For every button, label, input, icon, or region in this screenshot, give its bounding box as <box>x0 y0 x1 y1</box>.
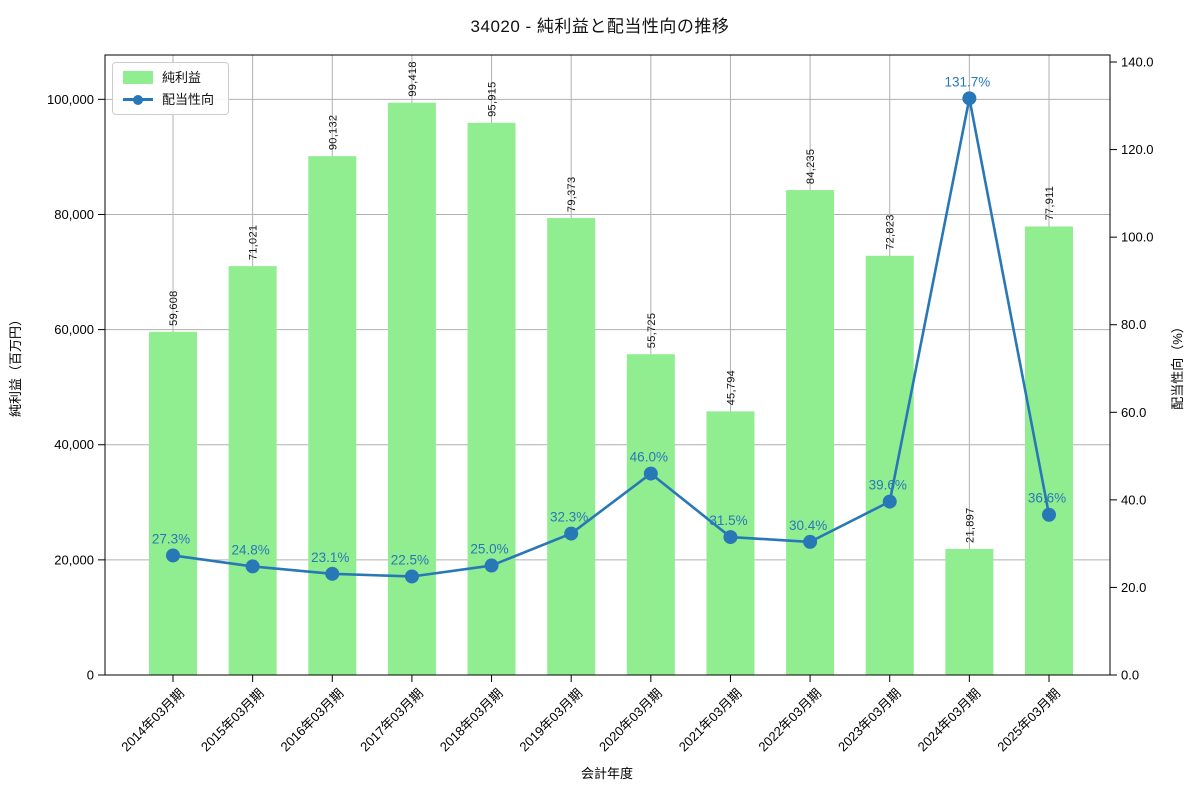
x-tick-label-8: 2022年03月期 <box>755 686 824 755</box>
left-tick-label-3: 60,000 <box>54 322 94 337</box>
legend-label-net-profit: 純利益 <box>162 70 202 85</box>
right-tick-label-5: 100.0 <box>1121 230 1154 245</box>
bar-value-label-9: 72,823 <box>885 214 897 249</box>
line-marker-3 <box>404 569 419 584</box>
x-tick-label-0: 2014年03月期 <box>118 686 187 755</box>
line-marker-1 <box>245 559 260 574</box>
pct-label-4: 25.0% <box>470 542 508 557</box>
legend-label-payout-ratio: 配当性向 <box>162 92 215 107</box>
bar-8 <box>786 190 835 675</box>
left-y-axis-label: 純利益（百万円） <box>8 313 23 417</box>
payout-ratio-line <box>172 97 1051 578</box>
legend-item-net-profit: 純利益 <box>123 70 214 85</box>
pct-label-9: 39.6% <box>869 478 907 493</box>
bars-layer <box>149 102 1073 676</box>
bar-value-label-8: 84,235 <box>805 149 817 184</box>
left-tick-label-2: 40,000 <box>54 437 94 452</box>
pct-label-6: 46.0% <box>630 450 668 465</box>
bar-3 <box>387 102 436 676</box>
bar-value-label-10: 21,897 <box>964 507 976 542</box>
pct-label-3: 22.5% <box>391 552 429 567</box>
pct-label-11: 36.6% <box>1028 491 1066 506</box>
bar-value-label-0: 59,608 <box>168 290 180 325</box>
legend-item-payout-ratio: 配当性向 <box>123 92 214 107</box>
x-tick-label-9: 2023年03月期 <box>835 686 904 755</box>
bar-value-label-1: 71,021 <box>248 225 260 260</box>
right-y-axis-label: 配当性向（%） <box>1170 320 1185 410</box>
bar-11 <box>1025 226 1073 675</box>
bar-value-label-4: 95,915 <box>487 81 499 116</box>
bar-value-label-2: 90,132 <box>327 115 339 150</box>
legend: 純利益 配当性向 <box>112 62 230 115</box>
bar-value-label-6: 55,725 <box>646 313 658 348</box>
right-tick-label-1: 20.0 <box>1121 580 1146 595</box>
x-tick-label-10: 2024年03月期 <box>915 686 984 755</box>
left-tick-label-4: 80,000 <box>54 207 94 222</box>
x-tick-label-7: 2021年03月期 <box>676 686 745 755</box>
line-marker-8 <box>803 534 818 549</box>
x-tick-label-5: 2019年03月期 <box>516 686 585 755</box>
x-tick-label-6: 2020年03月期 <box>596 686 665 755</box>
right-tick-label-7: 140.0 <box>1121 55 1154 70</box>
line-marker-9 <box>882 494 897 509</box>
bar-6 <box>626 354 675 675</box>
left-tick-label-1: 20,000 <box>54 552 94 567</box>
right-tick-label-3: 60.0 <box>1121 405 1146 420</box>
left-tick-label-5: 100,000 <box>47 92 94 107</box>
bar-value-label-3: 99,418 <box>407 61 419 96</box>
line-marker-5 <box>564 526 579 541</box>
plot-border <box>104 54 1111 676</box>
bar-value-label-7: 45,794 <box>725 370 737 405</box>
bar-4 <box>467 122 516 676</box>
x-tick-label-2: 2016年03月期 <box>278 686 347 755</box>
right-tick-label-0: 0.0 <box>1121 668 1139 683</box>
x-tick-label-11: 2025年03月期 <box>994 686 1063 755</box>
pct-label-5: 32.3% <box>550 510 588 525</box>
bar-1 <box>228 266 277 675</box>
pct-label-1: 24.8% <box>231 542 269 557</box>
pct-label-8: 30.4% <box>789 518 827 533</box>
left-tick-label-0: 0 <box>87 668 94 683</box>
line-marker-icon <box>123 93 153 106</box>
line-layer <box>166 91 1056 584</box>
bar-value-label-5: 79,373 <box>566 177 578 212</box>
bar-0 <box>149 331 197 675</box>
x-axis-label: 会計年度 <box>581 766 633 781</box>
line-marker-10 <box>962 91 977 106</box>
x-tick-label-4: 2018年03月期 <box>437 686 506 755</box>
x-tick-label-1: 2015年03月期 <box>198 686 267 755</box>
x-tick-label-3: 2017年03月期 <box>357 686 426 755</box>
line-marker-0 <box>166 548 180 563</box>
right-tick-label-2: 40.0 <box>1121 492 1146 507</box>
pct-label-2: 23.1% <box>311 550 349 565</box>
bar-2 <box>308 156 357 675</box>
line-marker-7 <box>723 530 738 545</box>
right-tick-label-6: 120.0 <box>1121 142 1154 157</box>
line-marker-6 <box>643 466 658 481</box>
labels-layer: 59,608 71,021 90,132 99,418 95,915 79,373 55,7… <box>152 61 1066 567</box>
line-marker-11 <box>1042 507 1056 522</box>
bar-5 <box>547 218 596 676</box>
line-marker-4 <box>484 558 499 573</box>
bar-value-label-11: 77,911 <box>1044 186 1056 221</box>
line-marker-2 <box>325 566 340 581</box>
bar-10 <box>945 548 994 675</box>
pct-label-7: 31.5% <box>709 513 747 528</box>
bar-swatch-icon <box>123 71 153 84</box>
pct-label-10: 131.7% <box>944 74 990 89</box>
pct-label-0: 27.3% <box>152 531 190 546</box>
chart-title: 34020 - 純利益と配当性向の推移 <box>470 17 730 36</box>
bar-9 <box>865 255 914 675</box>
right-tick-label-4: 80.0 <box>1121 317 1146 332</box>
